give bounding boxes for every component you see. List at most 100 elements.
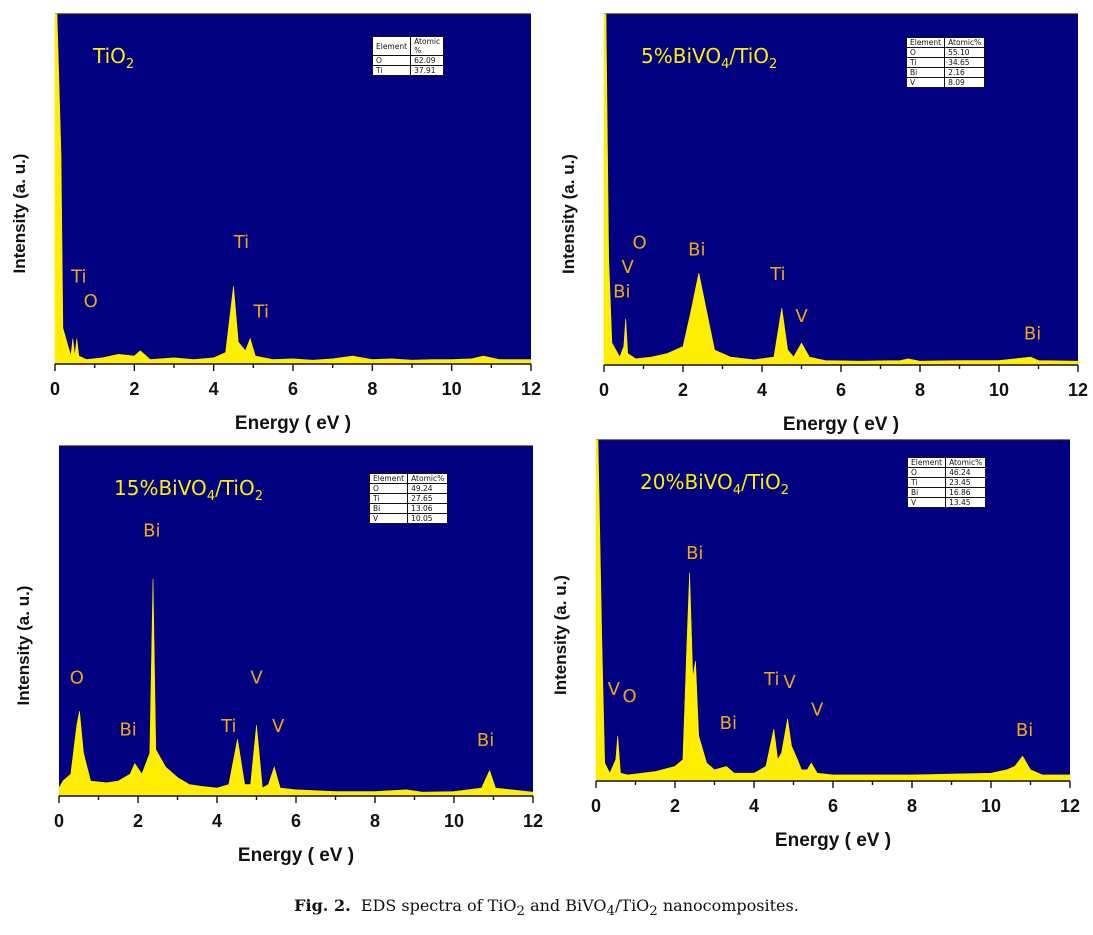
- peak-label: Bi: [1016, 720, 1033, 741]
- table-cell: 8.09: [944, 77, 986, 88]
- peak-label: Bi: [613, 282, 630, 303]
- x-axis-label: Energy ( eV ): [235, 413, 351, 434]
- peak-label: V: [783, 672, 796, 693]
- x-tick-label: 4: [757, 380, 767, 400]
- peak-label: O: [622, 686, 636, 707]
- composition-table: Element Atomic % O 62.09 Ti 37.91: [371, 36, 445, 76]
- composition-table: Element Atomic% O 49.24 Ti 27.65 Bi 13.06 V 10.05: [368, 473, 449, 524]
- table-row: Bi 2.16: [905, 67, 986, 78]
- table-row: Ti 34.65: [905, 57, 986, 68]
- spectrum-area: [58, 578, 534, 796]
- table-header-cell: Atomic %: [410, 36, 445, 56]
- table-cell: Bi: [368, 503, 409, 514]
- table-row: Bi 13.06: [368, 503, 449, 514]
- peak-label: V: [608, 679, 621, 700]
- peak-label: Ti: [220, 716, 236, 737]
- x-tick-label: 12: [1060, 796, 1080, 816]
- peak-label: Bi: [720, 713, 737, 734]
- sample-label: 15%BiVO4/TiO2: [114, 476, 263, 504]
- table-row: Ti 37.91: [371, 65, 445, 76]
- peak-label: Bi: [119, 720, 136, 741]
- table-row: V 8.09: [905, 77, 986, 88]
- table-cell: O: [905, 47, 946, 58]
- x-tick-label: 2: [670, 796, 680, 816]
- peak-label: V: [795, 306, 808, 327]
- x-tick-label: 8: [370, 811, 380, 831]
- x-tick-label: 0: [599, 380, 609, 400]
- peak-label: Bi: [686, 543, 703, 564]
- table-cell: 10.05: [407, 513, 449, 524]
- x-axis-label: Energy ( eV ): [783, 414, 899, 435]
- table-cell: 55.10: [944, 47, 986, 58]
- table-header-row: Element Atomic%: [905, 37, 986, 48]
- x-tick-label: 12: [523, 811, 543, 831]
- plot-background: [55, 14, 531, 363]
- x-tick-label: 10: [444, 811, 464, 831]
- table-cell: V: [368, 513, 409, 524]
- x-tick-label: 8: [915, 380, 925, 400]
- table-row: O 46.24: [906, 467, 987, 478]
- peak-label: Ti: [233, 232, 249, 253]
- table-cell: Ti: [371, 65, 412, 76]
- table-row: O 49.24: [368, 483, 449, 494]
- table-cell: V: [906, 497, 947, 508]
- figure-caption: Fig. 2. EDS spectra of TiO2 and BiVO4/Ti…: [0, 896, 1093, 919]
- table-cell: 27.65: [407, 493, 449, 504]
- spectrum-area: [54, 13, 532, 364]
- table-row: Bi 16.86: [906, 487, 987, 498]
- table-cell: 2.16: [944, 67, 986, 78]
- peak-label: Bi: [477, 730, 494, 751]
- table-row: V 13.45: [906, 497, 987, 508]
- sample-label: 20%BiVO4/TiO2: [640, 470, 789, 498]
- y-axis-label: Intensity (a. u.): [10, 154, 29, 274]
- x-tick-label: 10: [989, 380, 1009, 400]
- table-header-cell: Atomic%: [407, 473, 449, 484]
- x-tick-label: 4: [212, 811, 222, 831]
- table-cell: O: [371, 55, 412, 66]
- peak-label: O: [84, 291, 98, 312]
- peak-label: Bi: [1024, 324, 1041, 345]
- table-cell: 34.65: [944, 57, 986, 68]
- peak-label: V: [250, 667, 263, 688]
- table-row: O 62.09: [371, 55, 445, 66]
- composition-table: Element Atomic% O 46.24 Ti 23.45 Bi 16.86 V 13.45: [906, 457, 987, 508]
- plot-background: [596, 440, 1070, 780]
- table-cell: 37.91: [410, 65, 445, 76]
- x-tick-label: 8: [367, 379, 377, 399]
- x-tick-label: 2: [678, 380, 688, 400]
- table-header-row: Element Atomic%: [368, 473, 449, 484]
- table-cell: 62.09: [410, 55, 445, 66]
- table-row: V 10.05: [368, 513, 449, 524]
- table-header-row: Element Atomic%: [906, 457, 987, 468]
- peak-label: V: [272, 716, 285, 737]
- table-cell: 13.06: [407, 503, 449, 514]
- table-cell: V: [905, 77, 946, 88]
- x-tick-label: 12: [521, 379, 541, 399]
- table-cell: 16.86: [945, 487, 987, 498]
- x-tick-label: 12: [1068, 380, 1088, 400]
- table-header-cell: Element: [368, 473, 409, 484]
- x-axis-label: Energy ( eV ): [238, 845, 354, 866]
- y-axis-label: Intensity (a. u.): [551, 575, 570, 695]
- table-header-cell: Element: [906, 457, 947, 468]
- x-tick-label: 10: [442, 379, 462, 399]
- table-header-row: Element Atomic %: [371, 36, 445, 56]
- table-cell: 13.45: [945, 497, 987, 508]
- peak-label: Bi: [688, 240, 705, 261]
- eds-chart-0: 0 2 4 6 8 10 12 Energy ( eV ) Intensity (a. u.) T…: [10, 13, 541, 434]
- sample-label: TiO2: [92, 44, 134, 72]
- plot-background: [604, 14, 1078, 364]
- peak-label: V: [622, 257, 635, 278]
- peak-label: O: [70, 667, 84, 688]
- spectrum-area: [603, 13, 1079, 365]
- y-axis-label: Intensity (a. u.): [14, 586, 33, 706]
- x-tick-label: 0: [591, 796, 601, 816]
- x-tick-label: 2: [133, 811, 143, 831]
- x-tick-label: 0: [50, 379, 60, 399]
- x-tick-label: 6: [836, 380, 846, 400]
- composition-table: Element Atomic% O 55.10 Ti 34.65 Bi 2.16 V 8.09: [905, 37, 986, 88]
- eds-chart-3: 0 2 4 6 8 10 12 Energy ( eV ) Intensity (a. u.) 2…: [551, 439, 1080, 851]
- table-row: Ti 23.45: [906, 477, 987, 488]
- peak-label: Bi: [143, 521, 160, 542]
